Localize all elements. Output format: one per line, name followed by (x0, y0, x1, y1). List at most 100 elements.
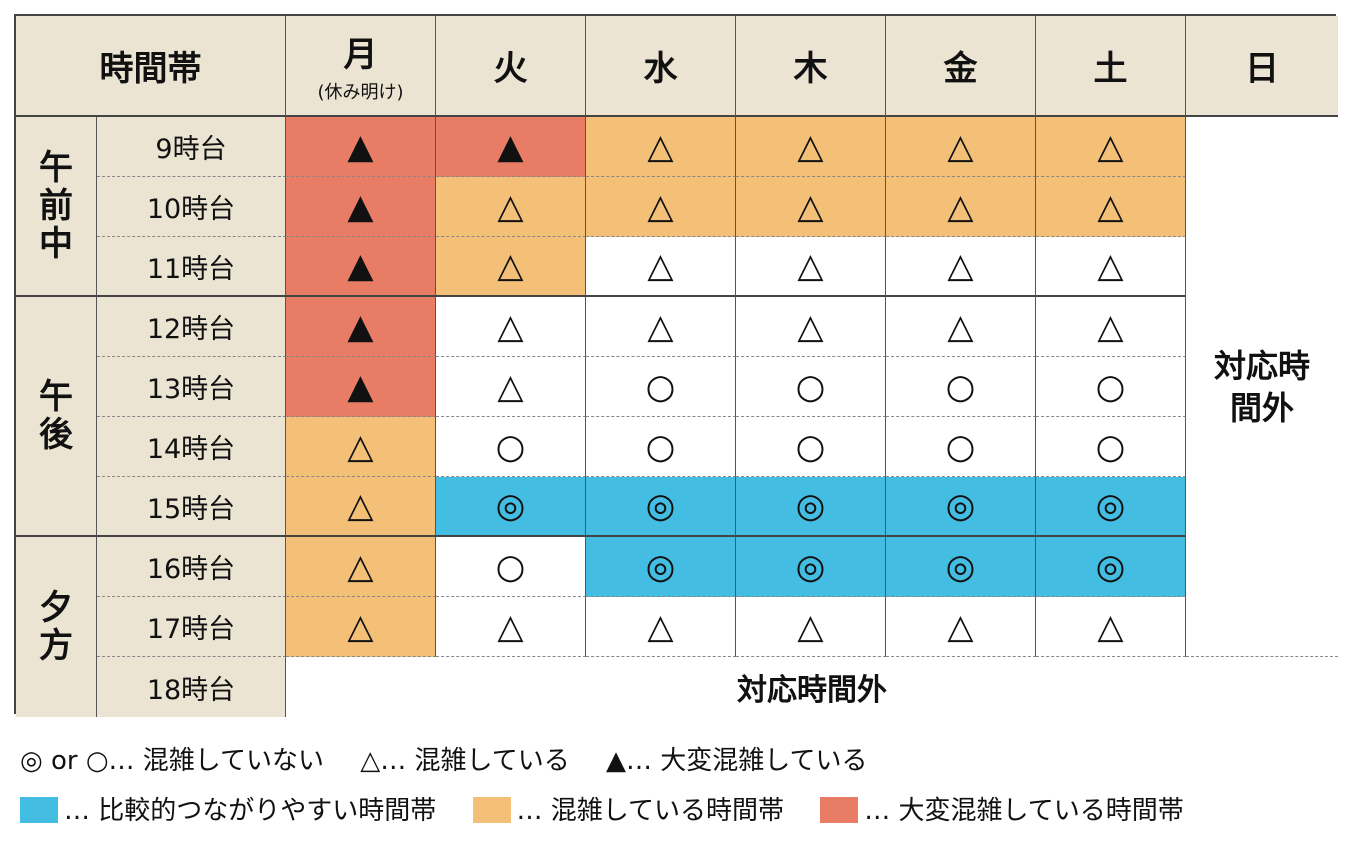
sunday-out-of-hours: 対応時間外 (1186, 117, 1338, 657)
congestion-cell: △ (586, 177, 736, 237)
congestion-cell: ○ (586, 357, 736, 417)
group-char: 午 (39, 377, 73, 417)
day-header-wed: 水 (586, 16, 736, 117)
congestion-cell: ○ (886, 417, 1036, 477)
legend-colors: … 比較的つながりやすい時間帯 … 混雑している時間帯 … 大変混雑している時間… (20, 790, 1212, 827)
congestion-cell: ○ (736, 357, 886, 417)
time-label: 13時台 (97, 357, 286, 417)
time-band-header: 時間帯 (16, 16, 286, 117)
congestion-cell: △ (1036, 597, 1186, 657)
congestion-cell: △ (886, 297, 1036, 357)
day-header-thu: 木 (736, 16, 886, 117)
congestion-cell: ◎ (886, 477, 1036, 537)
time-label: 10時台 (97, 177, 286, 237)
congestion-cell: △ (586, 117, 736, 177)
congestion-cell: △ (1036, 117, 1186, 177)
time-label: 16時台 (97, 537, 286, 597)
day-label: 土 (1093, 49, 1128, 89)
congestion-cell: △ (886, 117, 1036, 177)
congestion-cell: △ (436, 237, 586, 297)
congestion-cell: ▲ (286, 357, 436, 417)
legend-swatch-red (820, 797, 859, 823)
congestion-cell: ◎ (886, 537, 1036, 597)
time-label: 9時台 (97, 117, 286, 177)
group-afternoon: 午 後 (16, 297, 97, 537)
day-header-sun: 日 (1186, 16, 1338, 117)
congestion-cell: △ (586, 597, 736, 657)
congestion-cell: △ (586, 237, 736, 297)
legend-orange-item: … 混雑している時間帯 (472, 790, 785, 827)
legend-blue-item: … 比較的つながりやすい時間帯 (20, 790, 436, 827)
congestion-cell: △ (736, 297, 886, 357)
legend-swatch-orange (472, 797, 511, 823)
congestion-cell: △ (1036, 177, 1186, 237)
congestion-cell: △ (736, 597, 886, 657)
congestion-cell: △ (886, 237, 1036, 297)
day-header-sat: 土 (1036, 16, 1186, 117)
legend-not-crowded: ◎ or ○… 混雑していない (20, 746, 324, 776)
congestion-cell: △ (1036, 297, 1186, 357)
congestion-cell: ▲ (286, 237, 436, 297)
group-char: 午 (39, 148, 73, 188)
day-sub-label: (休み明け) (317, 82, 404, 103)
congestion-cell: △ (286, 477, 436, 537)
day-header-tue: 火 (436, 16, 586, 117)
legend-orange-label: … 混雑している時間帯 (516, 796, 785, 826)
row-18-out-of-hours: 対応時間外 (286, 657, 1338, 717)
day-header-mon: 月 (休み明け) (286, 16, 436, 117)
congestion-cell: ▲ (286, 177, 436, 237)
legend-symbols: ◎ or ○… 混雑していない △… 混雑している ▲… 大変混雑している (20, 740, 895, 777)
time-label: 15時台 (97, 477, 286, 537)
congestion-cell: △ (886, 177, 1036, 237)
congestion-cell: △ (286, 597, 436, 657)
congestion-cell: △ (436, 297, 586, 357)
group-char: 中 (39, 224, 73, 264)
legend-red-item: … 大変混雑している時間帯 (820, 790, 1184, 827)
day-label: 火 (493, 49, 528, 89)
congestion-cell: ▲ (286, 297, 436, 357)
day-label: 木 (793, 49, 828, 89)
congestion-cell: ◎ (736, 477, 886, 537)
group-evening: 夕 方 (16, 537, 97, 717)
congestion-table: 時間帯 月 (休み明け) 火 水 木 金 土 日 午 前 中 午 後 夕 方 対応… (14, 14, 1338, 717)
congestion-cell: △ (436, 597, 586, 657)
time-label: 11時台 (97, 237, 286, 297)
time-label: 17時台 (97, 597, 286, 657)
congestion-cell: △ (586, 297, 736, 357)
congestion-cell: ○ (436, 537, 586, 597)
congestion-cell: △ (286, 537, 436, 597)
group-char: 方 (39, 626, 73, 666)
day-label: 水 (643, 49, 678, 89)
legend-very-crowded: ▲… 大変混雑している (606, 746, 868, 776)
group-char: 後 (39, 415, 73, 455)
day-header-fri: 金 (886, 16, 1036, 117)
day-label: 日 (1245, 49, 1279, 89)
legend-swatch-blue (20, 797, 58, 823)
congestion-cell: ◎ (736, 537, 886, 597)
congestion-cell: △ (286, 417, 436, 477)
congestion-cell: ○ (436, 417, 586, 477)
sunday-out-of-hours-label: 対応時間外 (1213, 346, 1310, 427)
congestion-cell: ○ (886, 357, 1036, 417)
congestion-cell: △ (886, 597, 1036, 657)
congestion-cell: ▲ (436, 117, 586, 177)
congestion-cell: ○ (1036, 357, 1186, 417)
row-18-out-of-hours-label: 対応時間外 (737, 673, 887, 708)
congestion-cell: ◎ (436, 477, 586, 537)
legend-blue-label: … 比較的つながりやすい時間帯 (64, 796, 437, 826)
congestion-cell: △ (436, 357, 586, 417)
congestion-cell: △ (436, 177, 586, 237)
congestion-cell: ○ (586, 417, 736, 477)
time-label: 12時台 (97, 297, 286, 357)
congestion-cell: ▲ (286, 117, 436, 177)
congestion-cell: ○ (736, 417, 886, 477)
time-label: 14時台 (97, 417, 286, 477)
day-label: 月 (343, 35, 378, 75)
legend-crowded: △… 混雑している (360, 746, 570, 776)
legend-red-label: … 大変混雑している時間帯 (864, 796, 1184, 826)
congestion-cell: ◎ (1036, 537, 1186, 597)
group-morning: 午 前 中 (16, 117, 97, 297)
congestion-cell: ○ (1036, 417, 1186, 477)
time-band-header-label: 時間帯 (99, 49, 202, 89)
group-char: 前 (39, 186, 73, 226)
